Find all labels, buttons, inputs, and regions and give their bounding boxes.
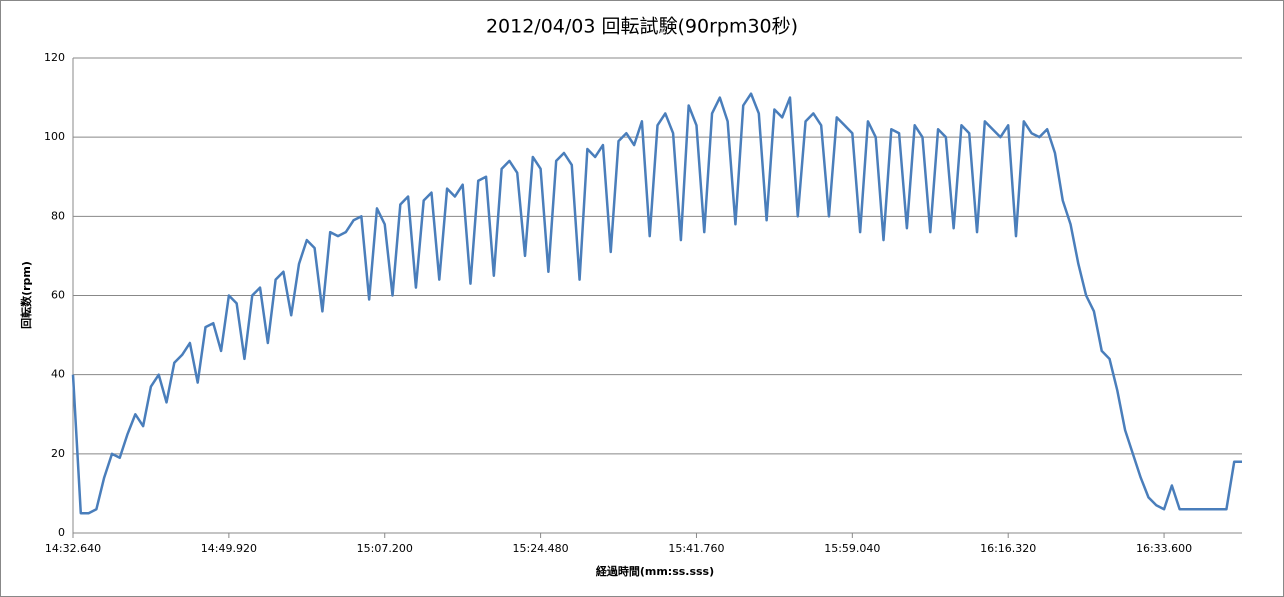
x-tick-label: 15:07.200 (357, 542, 413, 555)
x-tick-label: 15:24.480 (512, 542, 568, 555)
series-line (71, 92, 1242, 515)
y-tick-label: 100 (44, 130, 65, 143)
x-tick-label: 14:32.640 (45, 542, 101, 555)
y-tick-label: 20 (51, 447, 65, 460)
y-tick-label: 40 (51, 368, 65, 381)
x-tick-label: 16:33.600 (1136, 542, 1192, 555)
x-axis-title: 経過時間(mm:ss.sss) (596, 564, 714, 578)
x-tick-label: 14:49.920 (201, 542, 257, 555)
x-tick-label: 15:59.040 (824, 542, 880, 555)
y-axis-title: 回転数(rpm) (19, 261, 33, 329)
y-tick-label: 80 (51, 209, 65, 222)
y-tick-label: 120 (44, 51, 65, 64)
chart-title: 2012/04/03 回転試験(90rpm30秒) (486, 16, 798, 38)
x-tick-label: 16:16.320 (980, 542, 1036, 555)
x-tick-label: 15:41.760 (668, 542, 724, 555)
y-tick-label: 0 (58, 526, 65, 539)
y-tick-label: 60 (51, 289, 65, 302)
